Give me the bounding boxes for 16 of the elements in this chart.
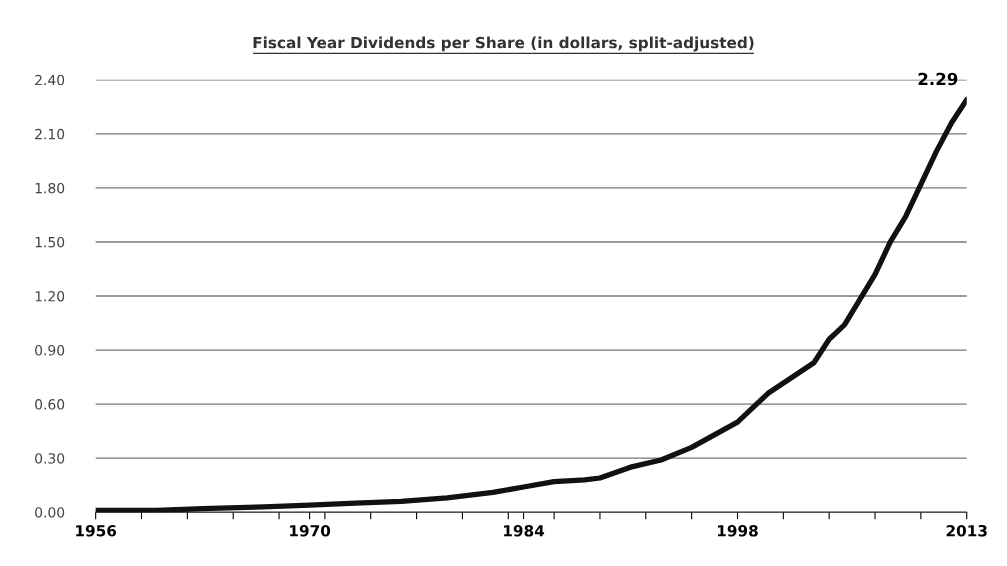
x-tick-label: 1956	[76, 525, 117, 537]
x-tick-label: 1984	[504, 525, 545, 537]
y-tick-label: 1.50	[35, 236, 65, 248]
y-tick-label: 0.00	[35, 507, 65, 518]
x-tick-label: 1970	[290, 525, 331, 537]
y-tick-label: 1.80	[35, 182, 65, 194]
y-tick-label: 1.20	[35, 290, 65, 302]
annotation: 2.29	[918, 72, 958, 86]
chart-title: Fiscal Year Dividends per Share (in dollars, split-adjusted)	[253, 36, 754, 52]
y-tick-label: 0.90	[35, 345, 65, 356]
y-tick-label: 2.40	[35, 74, 65, 86]
x-tick-label: 1998	[717, 525, 758, 537]
y-tick-label: 0.60	[35, 399, 65, 410]
y-tick-label: 2.10	[35, 128, 65, 140]
x-tick-label: 2013	[946, 525, 987, 537]
y-tick-label: 0.30	[35, 453, 65, 464]
